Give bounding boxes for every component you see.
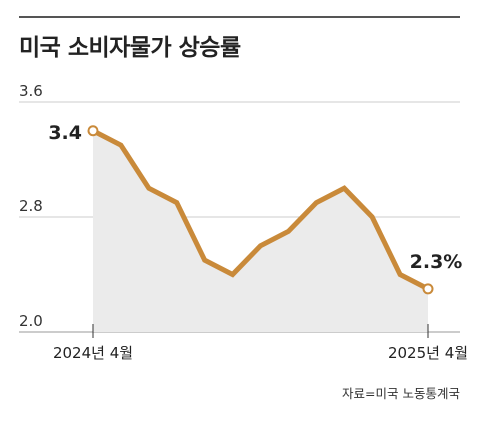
source-note: 자료=미국 노동통계국	[342, 386, 460, 401]
area-layer	[93, 130, 428, 332]
data-label-1: 2.3%	[410, 251, 463, 273]
series-line	[91, 128, 430, 292]
y-tick-label-0: 3.6	[19, 82, 43, 100]
x-tick-label-1: 2025년 4월	[388, 344, 468, 362]
chart-title: 미국 소비자물가 상승률	[19, 35, 241, 61]
data-label-0: 3.4	[48, 122, 82, 144]
top-rule	[19, 16, 460, 18]
x-tick-label-0: 2024년 4월	[53, 344, 133, 362]
endpoint-marker-12	[422, 283, 434, 295]
y-tick-label-1: 2.8	[19, 197, 43, 215]
area-fill	[93, 130, 428, 332]
line-layer	[87, 125, 434, 295]
label-layer: 2024년 4월 2025년 4월 3.4 2.3%	[48, 122, 468, 362]
y-tick-label-2: 2.0	[19, 312, 43, 330]
endpoint-marker-0	[87, 125, 99, 137]
